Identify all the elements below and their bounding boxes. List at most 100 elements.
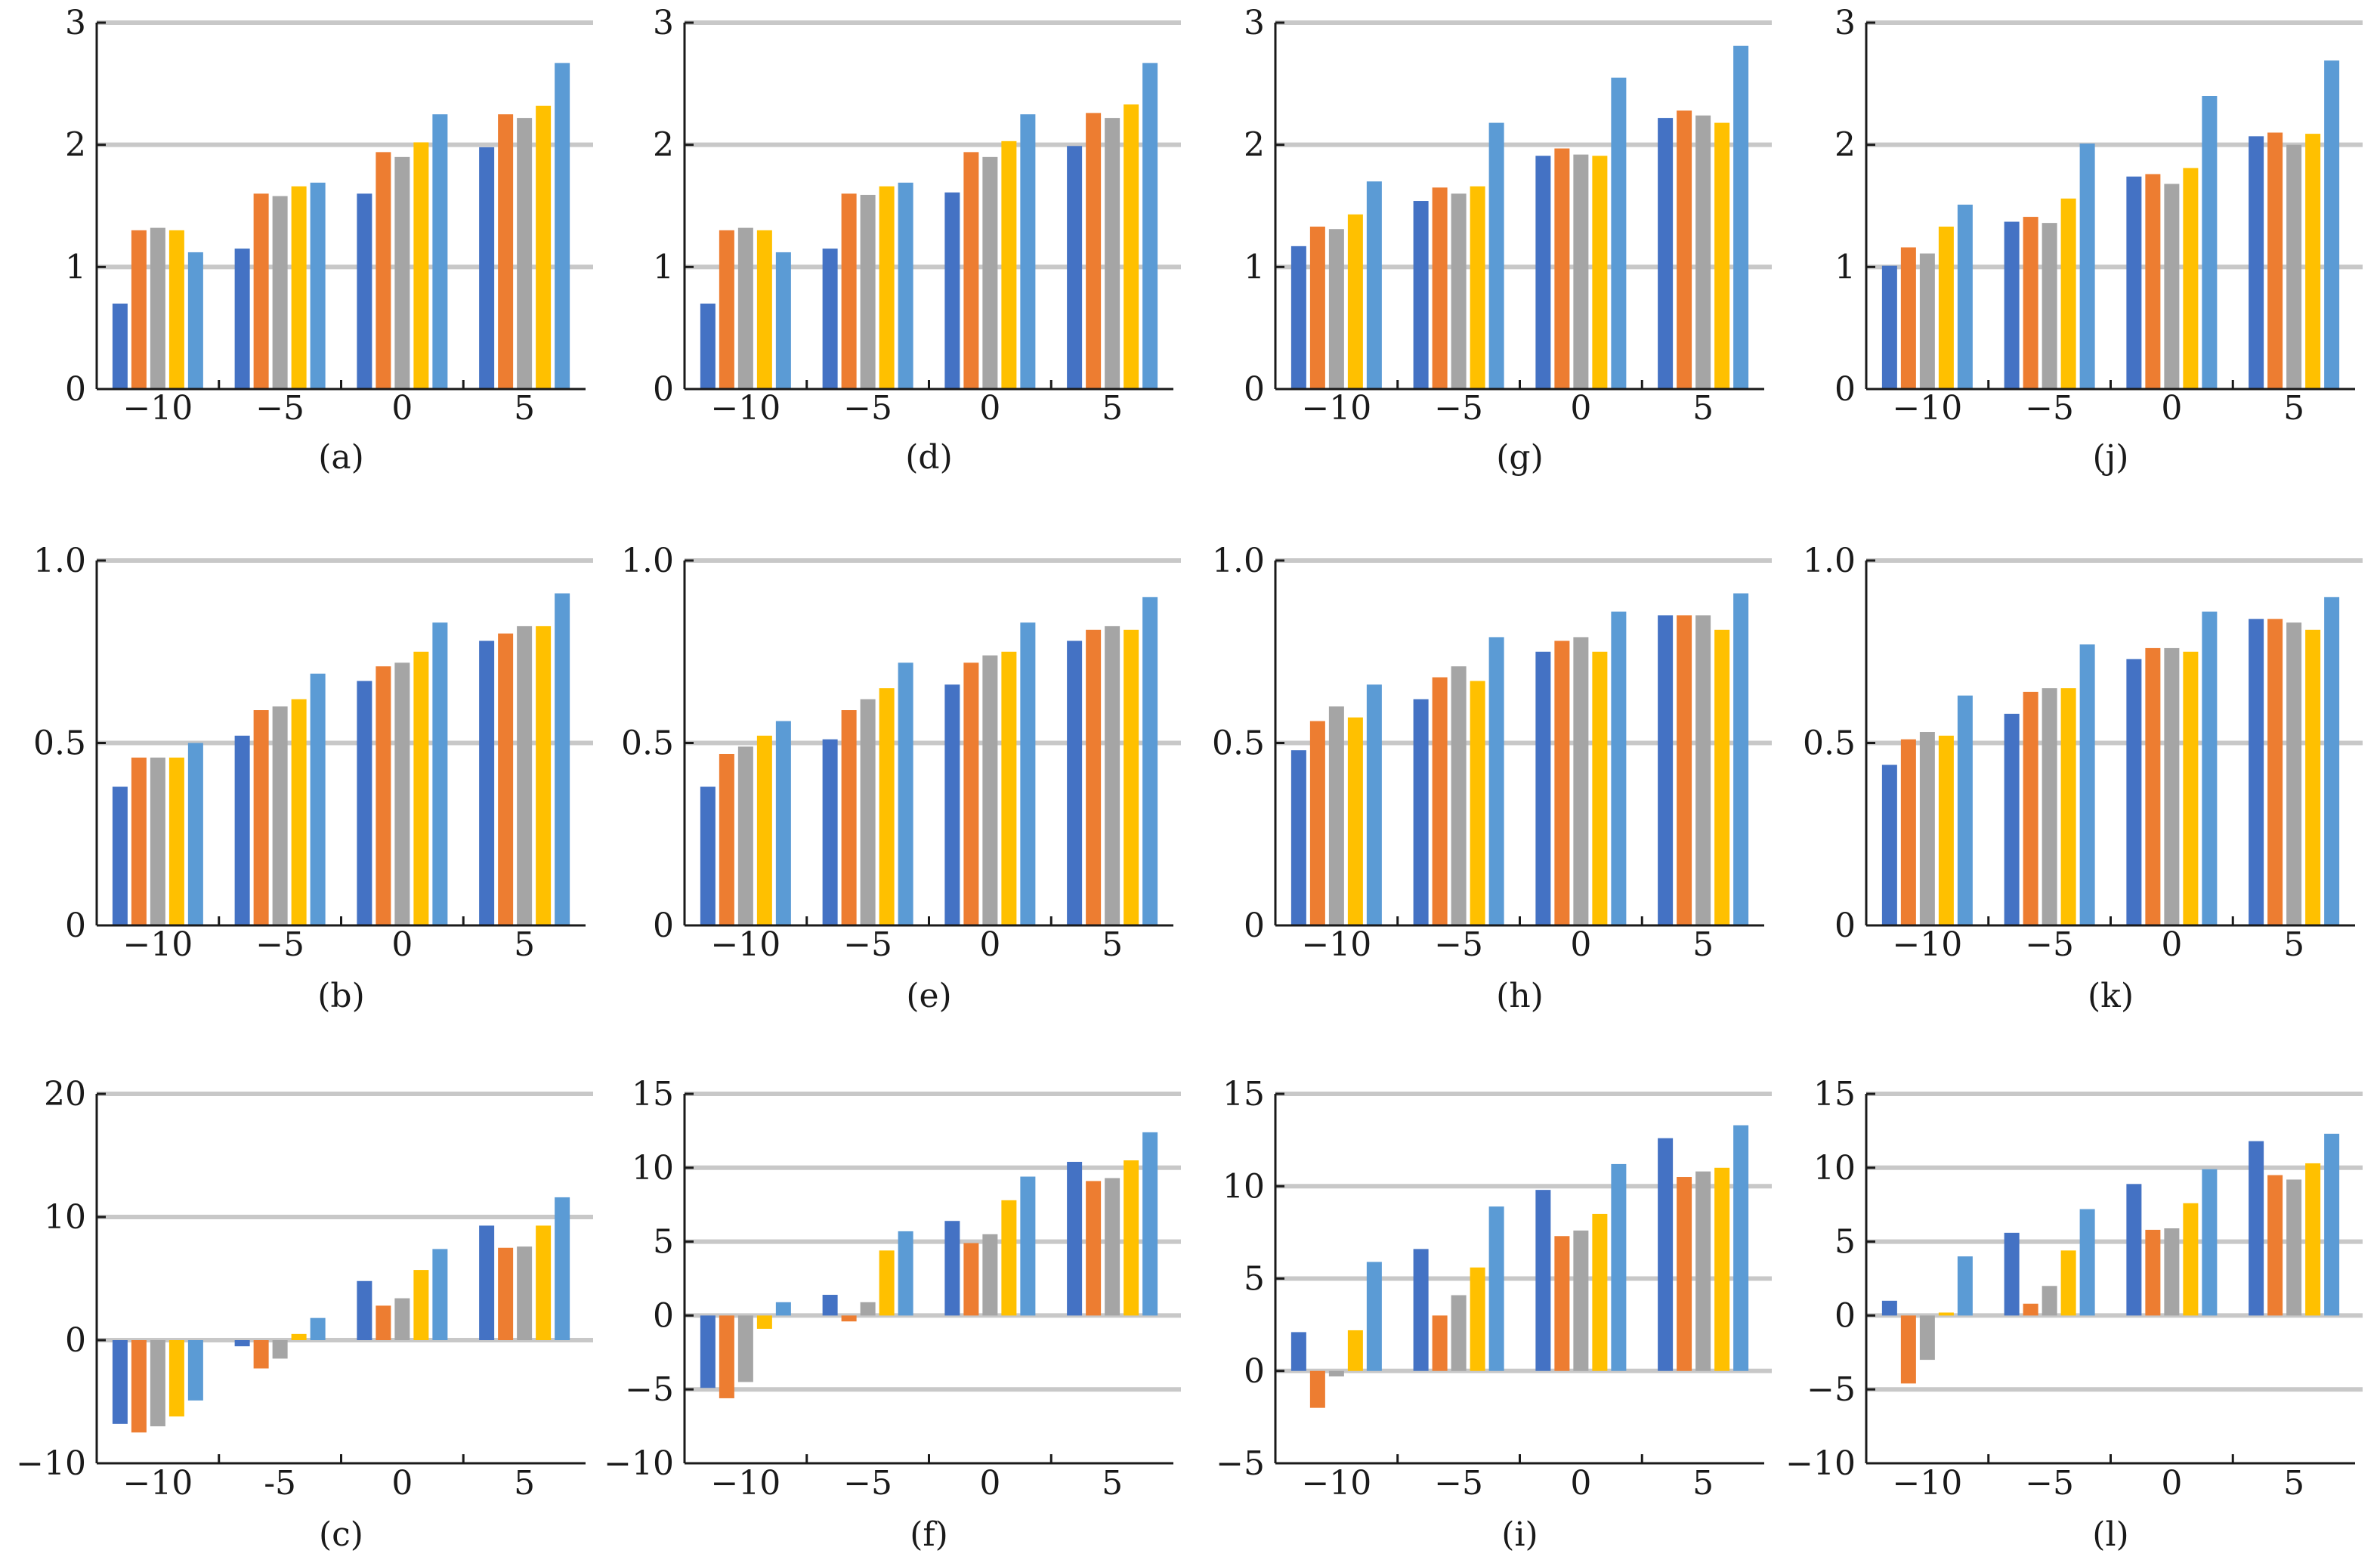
panel-a-bar-s1-c1 [112, 303, 128, 389]
panel-f-ytick-label-3: 5 [653, 1223, 674, 1262]
panel-b-xtick-label-0: −10 [122, 925, 193, 964]
panel-g-xtick-label-0: −10 [1301, 389, 1371, 428]
panel-h: 0 0.5 1.0 −10 −5 0 5 (h) [1212, 542, 1772, 1015]
panel-k-bar-s3-c1 [1919, 732, 1935, 925]
panel-e-bar-s1-c1 [700, 786, 716, 925]
panel-k-bar-s4-c3 [2183, 651, 2199, 925]
panel-l-bar-s3-c4 [2286, 1179, 2302, 1316]
panel-f-bar-s4-c1 [756, 1315, 772, 1330]
panel-k-bar-s1-c2 [2004, 713, 2020, 925]
panel-f-bar-s1-c3 [944, 1221, 960, 1316]
panel-i-ytick-label-0: −5 [1216, 1444, 1265, 1483]
panel-a-xtick-label-2: 0 [391, 389, 413, 428]
panel-h-label: (h) [1496, 977, 1544, 1015]
panel-g-bar-s3-c4 [1695, 115, 1711, 389]
panel-b-bar-s4-c1 [168, 757, 184, 925]
panel-f-bar-s2-c1 [719, 1315, 734, 1398]
panel-l-ytick-label-4: 10 [1813, 1149, 1856, 1188]
panel-k-bar-s2-c4 [2267, 619, 2283, 925]
panel-i-bar-s2-c4 [1677, 1177, 1692, 1371]
panel-h-bar-s2-c1 [1309, 721, 1325, 925]
panel-h-bar-s1-c1 [1290, 750, 1306, 925]
panel-f-xtick-label-3: 5 [1102, 1464, 1123, 1503]
panel-g-xtick-label-2: 0 [1570, 389, 1591, 428]
panel-i-bar-s4-c2 [1470, 1267, 1485, 1371]
panel-f-bar-s3-c1 [737, 1315, 753, 1382]
panel-f-bar-s1-c2 [822, 1295, 838, 1316]
panel-e-bar-s3-c2 [860, 699, 876, 925]
panel-k-ytick-label-0: 0 [1834, 907, 1856, 945]
panel-c-ytick-label-0: −10 [16, 1444, 86, 1483]
panel-d-xtick-label-0: −10 [710, 389, 780, 428]
panel-e-bar-s4-c2 [879, 688, 895, 925]
panel-l-bar-s1-c4 [2249, 1141, 2264, 1316]
panel-i-bar-s1-c1 [1290, 1332, 1306, 1371]
panel-j-bar-s2-c1 [1900, 247, 1916, 389]
panel-b-bar-s4-c4 [536, 625, 552, 925]
panel-a-label: (a) [318, 438, 364, 477]
panel-b-bar-s3-c4 [517, 625, 533, 925]
panel-d-xtick-label-2: 0 [979, 389, 1000, 428]
panel-g-bar-s1-c4 [1658, 118, 1674, 389]
panel-f-bar-s4-c4 [1124, 1160, 1139, 1316]
panel-b-ytick-label-2: 1.0 [33, 542, 86, 580]
panel-k-bar-s3-c4 [2286, 622, 2302, 925]
panel-l-ytick-label-2: 0 [1834, 1296, 1856, 1335]
panel-l-bar-s5-c1 [1957, 1256, 1973, 1316]
panel-k-bar-s5-c2 [2079, 644, 2095, 925]
panel-f-label: (f) [910, 1515, 948, 1554]
panel-g-bar-s5-c3 [1611, 77, 1627, 389]
panel-g-ytick-label-3: 3 [1244, 4, 1265, 42]
panel-b-bar-s4-c3 [413, 651, 429, 925]
panel-i-bar-s5-c2 [1488, 1206, 1504, 1371]
panel-d-ytick-label-0: 0 [653, 370, 674, 409]
panel-c-xtick-label-0: −10 [122, 1464, 193, 1503]
panel-e-bar-s3-c3 [982, 655, 998, 925]
panel-g-bar-s3-c1 [1328, 229, 1344, 389]
panel-b-bar-s3-c2 [272, 706, 288, 925]
panel-c-bar-s1-c1 [112, 1340, 128, 1424]
panel-l-bar-s2-c1 [1900, 1315, 1916, 1384]
panel-i-xtick-label-3: 5 [1692, 1464, 1714, 1503]
panel-a-bar-s1-c2 [234, 249, 250, 389]
panel-k-xtick-label-3: 5 [2283, 925, 2304, 964]
panel-l-bar-s5-c3 [2202, 1169, 2218, 1316]
panel-b-bar-s4-c2 [291, 699, 307, 925]
panel-l-bar-s2-c3 [2145, 1229, 2161, 1316]
panel-c-bar-s5-c3 [432, 1249, 448, 1340]
panel-d-bar-s4-c2 [879, 186, 895, 389]
panel-a-bar-s2-c3 [376, 152, 391, 389]
panel-j-bar-s4-c3 [2183, 168, 2199, 389]
panel-a-bar-s4-c4 [536, 105, 552, 389]
panel-h-bar-s4-c1 [1347, 717, 1363, 925]
panel-l-bar-s2-c2 [2023, 1303, 2038, 1316]
panel-h-bar-s5-c3 [1611, 611, 1627, 925]
panel-a-bar-s5-c1 [187, 252, 203, 389]
panel-g-bar-s1-c2 [1413, 201, 1429, 389]
panel-f-xtick-label-2: 0 [979, 1464, 1000, 1503]
panel-h-ytick-label-1: 0.5 [1212, 724, 1265, 763]
panel-a-bar-s3-c4 [517, 118, 533, 389]
panel-i-bar-s5-c3 [1611, 1163, 1627, 1371]
panel-j-xtick-label-1: −5 [2025, 389, 2074, 428]
panel-i-label: (i) [1501, 1515, 1538, 1554]
panel-g-ytick-label-2: 2 [1244, 126, 1265, 165]
panel-l-bar-s5-c2 [2079, 1209, 2095, 1316]
panel-a-bar-s3-c2 [272, 196, 288, 389]
panel-b-bar-s2-c3 [376, 666, 391, 925]
panel-b-bar-s2-c2 [253, 710, 269, 925]
panel-c-bar-s5-c2 [310, 1317, 326, 1340]
panel-e-bar-s4-c3 [1001, 651, 1017, 925]
panel-d-bar-s1-c4 [1067, 146, 1083, 390]
panel-h-ytick-label-2: 1.0 [1212, 542, 1265, 580]
panel-c-bar-s3-c4 [517, 1246, 533, 1340]
panel-e-xtick-label-1: −5 [843, 925, 892, 964]
panel-c-xtick-label-1: -5 [264, 1464, 296, 1503]
panel-a-bar-s2-c4 [498, 114, 514, 389]
panel-j-bar-s2-c3 [2145, 174, 2161, 389]
panel-g-bar-s3-c3 [1573, 154, 1589, 389]
panel-k-label: (k) [2088, 977, 2134, 1015]
panel-d-xtick-label-3: 5 [1102, 389, 1123, 428]
panel-j-label: (j) [2093, 438, 2129, 477]
